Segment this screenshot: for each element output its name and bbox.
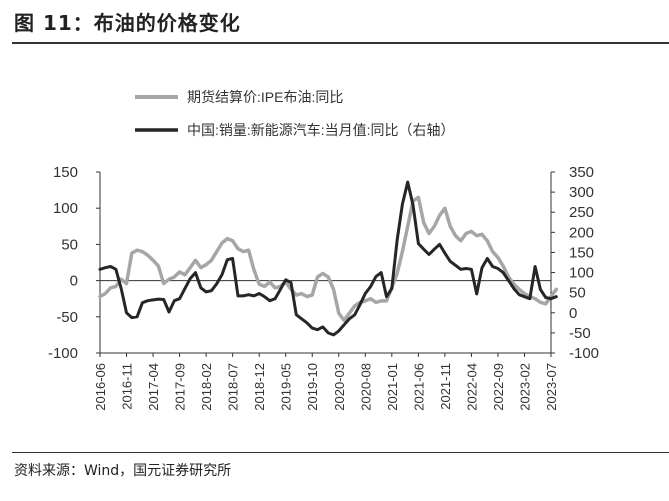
right-tick-label: 0 <box>569 305 577 322</box>
x-tick-label: 2020-03 <box>332 363 347 411</box>
x-tick-label: 2018-12 <box>252 363 267 411</box>
right-tick-label: 150 <box>569 244 594 261</box>
right-tick-label: 300 <box>569 184 594 201</box>
series-layer <box>98 180 559 337</box>
footer-rule <box>12 452 669 453</box>
right-tick-label: -50 <box>569 325 591 342</box>
left-tick-label: 150 <box>53 164 78 181</box>
figure-header: 图 11：布油的价格变化 <box>14 6 241 36</box>
header-rule <box>12 42 669 44</box>
figure-title: 图 11：布油的价格变化 <box>14 10 241 35</box>
x-tick-label: 2016-06 <box>93 363 108 411</box>
x-tick-label: 2023-02 <box>517 363 532 411</box>
left-tick-label: 0 <box>70 273 78 290</box>
legend-label: 中国:销量:新能源汽车:当月值:同比（右轴） <box>187 122 455 138</box>
x-tick-label: 2016-11 <box>120 363 135 410</box>
x-tick-label: 2017-04 <box>146 363 161 411</box>
right-tick-label: 350 <box>569 164 594 181</box>
axes-layer: 150 100 50 0 -50 -100 350 300 250 200 150 100 50 0 -50… <box>48 164 599 411</box>
x-tick-label: 2017-09 <box>173 363 188 411</box>
line-chart: 150 100 50 0 -50 -100 350 300 250 200 150 100 50 0 -50… <box>48 89 599 411</box>
x-tick-label: 2019-10 <box>305 363 320 411</box>
x-tick-label: 2019-05 <box>279 363 294 411</box>
x-tick-label: 2020-08 <box>358 363 373 411</box>
right-tick-label: 250 <box>569 204 594 221</box>
series-line-brent-yoy <box>98 195 559 323</box>
left-tick-label: -100 <box>48 345 78 362</box>
right-tick-label: 100 <box>569 265 594 282</box>
x-tick-label: 2021-01 <box>385 363 400 411</box>
x-tick-label: 2023-07 <box>544 363 559 411</box>
right-tick-label: -100 <box>569 345 599 362</box>
x-tick-label: 2021-06 <box>411 363 426 411</box>
left-tick-label: 100 <box>53 200 78 217</box>
left-tick-label: 50 <box>61 236 78 253</box>
left-tick-label: -50 <box>56 309 78 326</box>
right-tick-label: 200 <box>569 224 594 241</box>
legend-label: 期货结算价:IPE布油:同比 <box>187 89 343 105</box>
right-tick-label: 50 <box>569 285 586 302</box>
source-note: 资料来源：Wind，国元证券研究所 <box>14 463 232 479</box>
x-tick-label: 2022-09 <box>491 363 506 411</box>
x-tick-label: 2022-04 <box>464 363 479 411</box>
x-tick-label: 2018-07 <box>226 363 241 411</box>
x-tick-label: 2021-11 <box>438 363 453 410</box>
x-tick-label: 2018-02 <box>199 363 214 411</box>
series-line-nev-sales-yoy <box>98 180 558 337</box>
